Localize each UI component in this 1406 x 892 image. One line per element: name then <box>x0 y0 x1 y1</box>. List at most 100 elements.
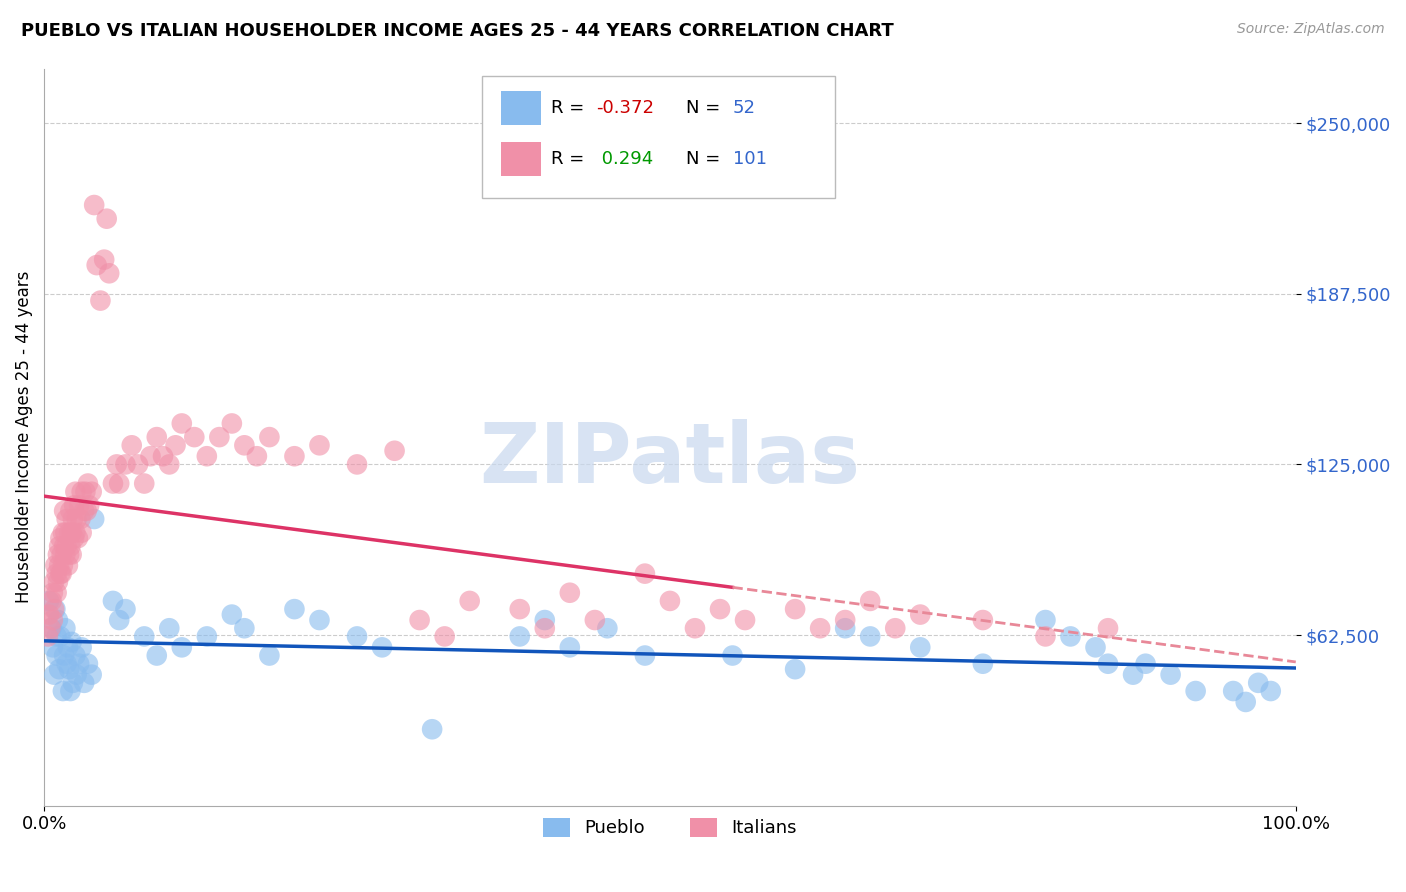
Point <box>60 635 83 649</box>
Point <box>66 667 89 681</box>
Point <box>308 613 330 627</box>
Text: 101: 101 <box>733 150 766 169</box>
Point <box>42 640 65 655</box>
Point <box>56 640 79 655</box>
Point <box>108 476 131 491</box>
Point <box>53 539 76 553</box>
Point <box>77 476 100 491</box>
Point <box>86 258 108 272</box>
Text: Source: ZipAtlas.com: Source: ZipAtlas.com <box>1237 22 1385 37</box>
Point <box>55 657 77 671</box>
Point <box>1222 684 1244 698</box>
Point <box>69 512 91 526</box>
Point <box>65 525 87 540</box>
Point <box>1035 629 1057 643</box>
Point <box>221 607 243 622</box>
Point <box>66 531 89 545</box>
Point <box>83 512 105 526</box>
Point <box>77 657 100 671</box>
FancyBboxPatch shape <box>501 142 541 176</box>
Text: 52: 52 <box>733 99 755 117</box>
Point <box>62 512 84 526</box>
Point <box>51 548 73 562</box>
Point <box>96 211 118 226</box>
Point <box>80 484 103 499</box>
Point <box>834 613 856 627</box>
Point <box>683 621 706 635</box>
Point <box>384 443 406 458</box>
Point <box>114 602 136 616</box>
Point <box>70 640 93 655</box>
Point <box>533 621 555 635</box>
Point <box>65 484 87 499</box>
Point <box>910 640 932 655</box>
Text: N =: N = <box>686 150 727 169</box>
Point <box>42 667 65 681</box>
Point <box>55 539 77 553</box>
Point <box>58 662 80 676</box>
Text: 0.294: 0.294 <box>596 150 654 169</box>
Point <box>433 629 456 643</box>
Point <box>55 525 77 540</box>
Point <box>48 558 70 573</box>
Point <box>63 499 86 513</box>
Point <box>145 430 167 444</box>
Point <box>1184 684 1206 698</box>
Point <box>596 621 619 635</box>
Point <box>45 648 67 663</box>
Point <box>1097 657 1119 671</box>
Point <box>76 504 98 518</box>
Text: -0.372: -0.372 <box>596 99 654 117</box>
Point <box>972 657 994 671</box>
Point <box>38 607 60 622</box>
Point <box>558 586 581 600</box>
Point <box>834 621 856 635</box>
FancyBboxPatch shape <box>482 76 835 197</box>
Point <box>859 594 882 608</box>
Point <box>60 525 83 540</box>
Point <box>56 558 79 573</box>
Point <box>59 504 82 518</box>
Point <box>134 476 156 491</box>
Point <box>1260 684 1282 698</box>
Point <box>145 648 167 663</box>
Point <box>49 531 72 545</box>
Point <box>89 293 111 308</box>
Point <box>1160 667 1182 681</box>
Point <box>283 602 305 616</box>
Text: ZIPatlas: ZIPatlas <box>479 418 860 500</box>
Point <box>658 594 681 608</box>
Point <box>634 648 657 663</box>
Point <box>52 558 75 573</box>
Point <box>170 640 193 655</box>
Point <box>583 613 606 627</box>
Point <box>1035 613 1057 627</box>
Point <box>49 566 72 581</box>
Point <box>157 458 180 472</box>
Point <box>259 430 281 444</box>
Point <box>1097 621 1119 635</box>
Point <box>52 684 75 698</box>
Point <box>38 594 60 608</box>
Point <box>58 548 80 562</box>
Point <box>233 621 256 635</box>
Point <box>46 548 69 562</box>
Point <box>67 657 90 671</box>
Point <box>134 629 156 643</box>
Point <box>859 629 882 643</box>
Point <box>63 531 86 545</box>
Point <box>75 484 97 499</box>
Point <box>41 594 63 608</box>
Point <box>39 621 62 635</box>
Point <box>44 602 66 616</box>
Point <box>66 512 89 526</box>
Point <box>98 266 121 280</box>
Point <box>101 476 124 491</box>
Point <box>1059 629 1081 643</box>
Point <box>1247 676 1270 690</box>
Point <box>55 548 77 562</box>
Point <box>509 602 531 616</box>
Point <box>45 629 67 643</box>
Point <box>346 458 368 472</box>
Point <box>73 504 96 518</box>
